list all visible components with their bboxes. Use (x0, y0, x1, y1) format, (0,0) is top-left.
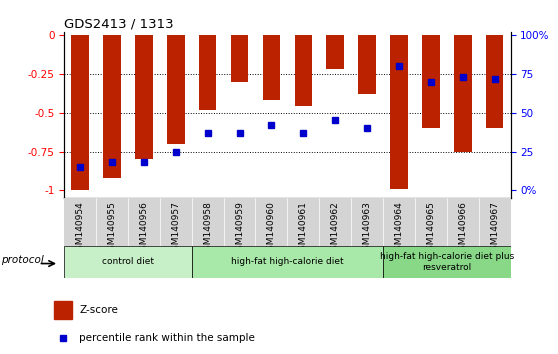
Text: GSM140961: GSM140961 (299, 201, 308, 256)
Bar (199, 35, 217, 110)
Text: GSM140963: GSM140963 (363, 201, 372, 256)
Bar (192, 246, 383, 278)
Bar (263, 35, 280, 100)
Text: GSM140965: GSM140965 (426, 201, 435, 256)
Text: GSM140954: GSM140954 (76, 201, 85, 256)
Bar (358, 35, 376, 94)
Text: protocol: protocol (1, 255, 44, 266)
Bar (103, 35, 121, 178)
Text: GSM140959: GSM140959 (235, 201, 244, 256)
Text: GSM140962: GSM140962 (331, 201, 340, 256)
Text: high-fat high-calorie diet plus
resveratrol: high-fat high-calorie diet plus resverat… (379, 252, 514, 272)
Text: GSM140960: GSM140960 (267, 201, 276, 256)
Text: GSM140957: GSM140957 (171, 201, 180, 256)
Text: Z-score: Z-score (79, 305, 118, 315)
Bar (390, 35, 408, 189)
Bar (454, 35, 472, 152)
Bar (326, 35, 344, 69)
Text: percentile rank within the sample: percentile rank within the sample (79, 333, 255, 343)
Bar (383, 246, 511, 278)
Text: GSM140958: GSM140958 (203, 201, 212, 256)
Bar (64, 246, 192, 278)
Bar (486, 35, 503, 128)
Bar (135, 35, 153, 159)
Text: GSM140967: GSM140967 (490, 201, 499, 256)
Text: GSM140955: GSM140955 (108, 201, 117, 256)
Bar (167, 35, 185, 144)
Text: control diet: control diet (102, 257, 154, 267)
Text: GSM140964: GSM140964 (395, 201, 403, 256)
Bar (231, 35, 248, 82)
Bar (422, 35, 440, 128)
Bar (71, 35, 89, 190)
Text: GDS2413 / 1313: GDS2413 / 1313 (64, 18, 174, 31)
Bar (55, 301, 71, 319)
Text: GSM140956: GSM140956 (140, 201, 148, 256)
Text: high-fat high-calorie diet: high-fat high-calorie diet (231, 257, 344, 267)
Bar (295, 35, 312, 107)
Text: GSM140966: GSM140966 (458, 201, 467, 256)
